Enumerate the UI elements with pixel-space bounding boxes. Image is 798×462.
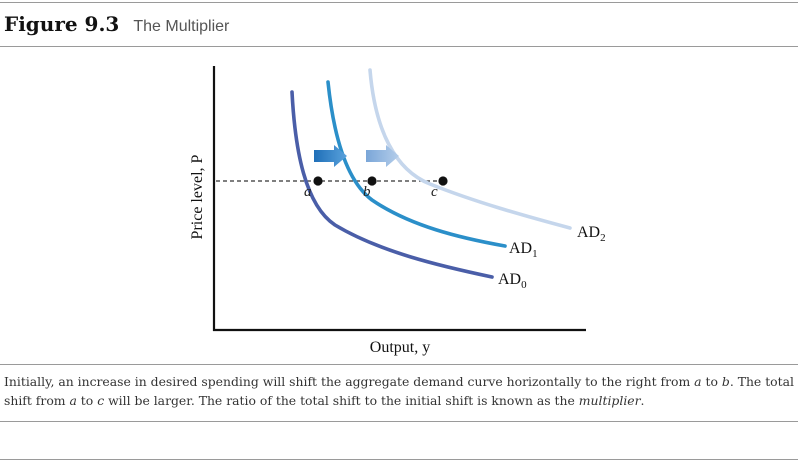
caption-term: multiplier <box>578 393 641 408</box>
curve-label-ad2: AD2 <box>577 224 606 244</box>
top-rule <box>0 2 798 3</box>
shift-arrow-ad1-ad2 <box>366 145 399 167</box>
curves <box>290 68 572 279</box>
points: a b c <box>304 176 448 200</box>
curve-labels: AD0 AD1 AD2 <box>498 224 606 291</box>
point-a <box>313 176 323 186</box>
caption-text: Initially, an increase in desired spendi… <box>4 374 695 389</box>
curve-ad2 <box>368 68 572 230</box>
bottom-rule <box>0 459 798 460</box>
point-b <box>367 176 377 186</box>
point-label-b: b <box>363 184 371 200</box>
point-label-c: c <box>431 184 438 200</box>
caption-rule-bottom <box>0 421 798 422</box>
curve-ad1 <box>326 80 507 248</box>
y-axis-label: Price level, P <box>189 154 206 239</box>
caption-text: will be larger. The ratio of the total s… <box>104 393 579 408</box>
caption-rule-top <box>0 364 798 365</box>
shift-arrows <box>314 145 399 167</box>
figure-title: The Multiplier <box>133 18 230 35</box>
caption-point-a: a <box>694 374 702 389</box>
caption-text: to <box>701 374 722 389</box>
caption-point-a: a <box>69 393 77 408</box>
shift-arrow-ad0-ad1 <box>314 145 347 167</box>
caption-text: . The total shift from <box>4 374 794 408</box>
point-label-a: a <box>304 184 312 200</box>
figure-label: Figure 9.3 <box>4 12 120 36</box>
x-axis-label: Output, y <box>370 339 430 356</box>
point-c <box>438 176 448 186</box>
curve-label-ad1: AD1 <box>509 240 538 260</box>
multiplier-chart: Price level, P Output, y a b c AD0 AD1 AD2 <box>189 66 606 356</box>
figure-header: Figure 9.3 The Multiplier <box>4 12 229 44</box>
curve-label-ad0: AD0 <box>498 271 527 291</box>
caption-text: . <box>640 393 645 408</box>
caption-text: to <box>76 393 98 408</box>
figure-caption: Initially, an increase in desired spendi… <box>4 372 796 410</box>
header-rule <box>0 46 798 47</box>
curve-ad0 <box>290 90 494 279</box>
caption-point-b: b <box>721 374 730 389</box>
caption-point-c: c <box>97 393 105 408</box>
